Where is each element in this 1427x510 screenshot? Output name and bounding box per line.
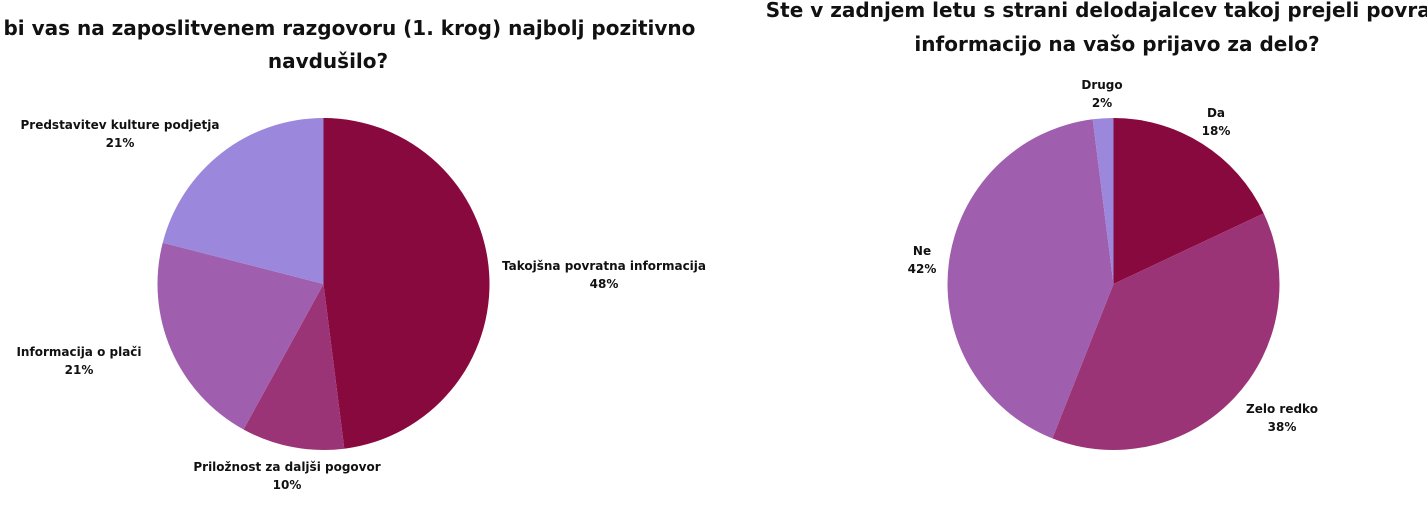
slice-label: Da <box>1207 106 1225 120</box>
slice-label: Takojšna povratna informacija <box>502 259 706 273</box>
pie-slice-ne <box>947 119 1114 439</box>
pie-slice-prilo-nost-za-dalj-i-pogovor <box>243 284 345 451</box>
slice-value-label: 38% <box>1268 420 1297 434</box>
slice-label: Zelo redko <box>1246 402 1318 416</box>
pie-slice-takoj-na-povratna-informacija <box>323 118 490 449</box>
pie-slice-drugo <box>1092 118 1114 284</box>
slice-label: Priložnost za daljši pogovor <box>193 460 380 474</box>
chart-title-line: informacijo na vašo prijavo za delo? <box>914 32 1319 56</box>
slice-label: Ne <box>913 244 931 258</box>
slice-value-label: 42% <box>908 262 937 276</box>
slice-value-label: 18% <box>1202 124 1231 138</box>
pie-slice-zelo-redko <box>1052 213 1280 450</box>
pie-slice-informacija-o-pla-i <box>157 242 324 430</box>
slice-value-label: 48% <box>590 277 619 291</box>
slice-label: Predstavitev kulture podjetja <box>20 118 219 132</box>
slice-label: Informacija o plači <box>16 345 141 359</box>
pie-slice-da <box>1113 118 1264 284</box>
pie-chart-feedback: Ste v zadnjem letu s strani delodajalcev… <box>766 0 1427 450</box>
slice-label: Drugo <box>1081 78 1122 92</box>
slice-value-label: 2% <box>1092 96 1112 110</box>
slice-value-label: 21% <box>65 363 94 377</box>
chart-title-line: Ste v zadnjem letu s strani delodajalcev… <box>766 0 1427 22</box>
pie-chart-interview: Kaj bi vas na zaposlitvenem razgovoru (1… <box>0 16 706 492</box>
pie-slice-predstavitev-kulture-podjetja <box>162 118 324 284</box>
slice-value-label: 21% <box>106 136 135 150</box>
chart-title-line: Kaj bi vas na zaposlitvenem razgovoru (1… <box>0 16 695 40</box>
slice-value-label: 10% <box>273 478 302 492</box>
chart-title-line: navdušilo? <box>268 49 388 73</box>
